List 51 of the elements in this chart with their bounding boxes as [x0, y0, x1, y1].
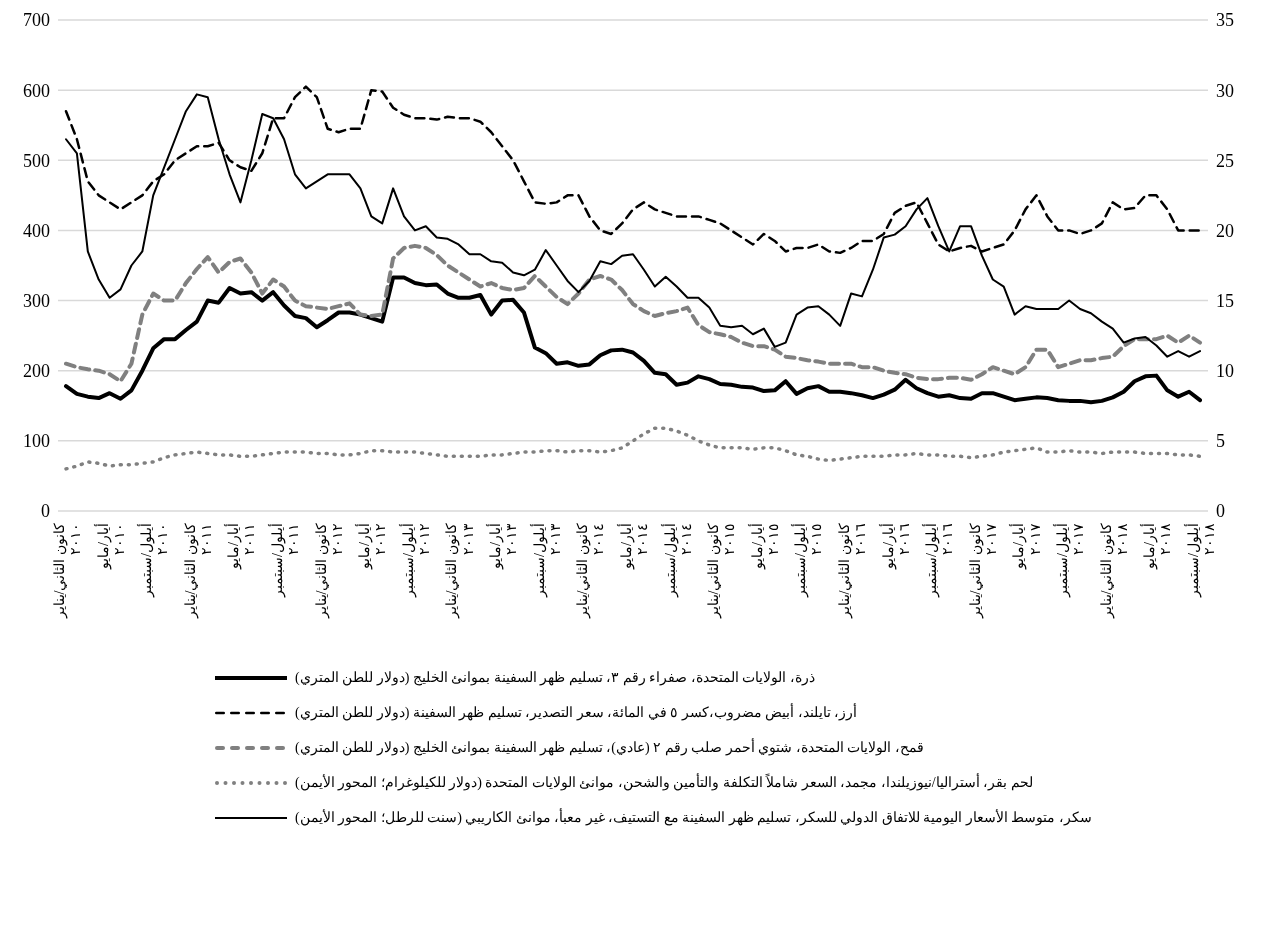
x-tick-label: أيار/مايو ٢٠١٣ — [485, 523, 520, 570]
y2-tick-label: 10 — [1216, 361, 1234, 382]
x-tick-label: كانون الثاني/يناير ٢٠١٥ — [706, 523, 738, 620]
x-tick-label: كانون الثاني/يناير ٢٠١٧ — [967, 523, 999, 620]
legend-label: أرز، تايلند، أبيض مضروب،كسر ٥ في المائة، سعر التصدير، تسليم ظهر السفينة (دولار للطن المتري) — [295, 704, 858, 721]
line-series — [64, 243, 1202, 384]
x-tick-label: أيلول/سبتمبر ٢٠١٤ — [659, 523, 694, 598]
y-tick-label: 500 — [23, 150, 50, 171]
x-tick-label: أيلول/سبتمبر ٢٠١٦ — [921, 523, 956, 598]
x-tick-label: أيلول/سبتمبر ٢٠١١ — [266, 523, 302, 598]
y-tick-label: 400 — [23, 220, 50, 241]
y-tick-label: 100 — [23, 431, 50, 452]
legend-label: ذرة، الولايات المتحدة، صفراء رقم ٣، تسليم ظهر السفينة بموانئ الخليج (دولار للطن المتري) — [295, 669, 815, 686]
y2-tick-label: 0 — [1216, 501, 1225, 522]
x-tick-label: كانون الثاني/يناير ٢٠١٤ — [575, 523, 607, 620]
x-tick-label: أيار/مايو ٢٠١٤ — [615, 523, 650, 570]
x-tick-label: أيار/مايو ٢٠١١ — [223, 523, 258, 570]
x-tick-label: أيلول/سبتمبر ٢٠١٢ — [397, 523, 432, 598]
x-tick-label: أيار/مايو ٢٠١٢ — [354, 523, 389, 570]
x-tick-label: أيلول/سبتمبر ٢٠١٧ — [1052, 523, 1087, 598]
x-tick-label: كانون الثاني/يناير ٢٠١٦ — [836, 523, 869, 620]
y2-tick-label: 5 — [1216, 431, 1225, 452]
y-tick-label: 600 — [23, 80, 50, 101]
x-tick-label: كانون الثاني/يناير ٢٠١١ — [182, 523, 214, 620]
legend-label: سكر، متوسط الأسعار اليومية للاتفاق الدولي للسكر، تسليم ظهر السفينة مع التستيف، غير معبأ، موانئ الكاريبي (سنت للرطل؛ المحور الأيمن) — [295, 809, 1092, 826]
y2-tick-label: 25 — [1216, 150, 1234, 171]
x-tick-label: أيار/مايو ٢٠١٥ — [746, 523, 781, 570]
x-tick-label: أيلول/سبتمبر ٢٠١٨ — [1182, 523, 1217, 598]
y-tick-label: 200 — [23, 361, 50, 382]
x-tick-label: كانون الثاني/يناير ٢٠١٨ — [1098, 523, 1130, 620]
legend-label: لحم بقر، أستراليا/نيوزيلندا، مجمد، السعر شاملاً التكلفة والتأمين والشحن، موانئ الولايات المتحدة (دولار للكيلوغرام؛ المحور الأيمن) — [295, 774, 1033, 791]
y-tick-label: 700 — [23, 10, 50, 31]
x-tick-label: أيلول/سبتمبر ٢٠١٣ — [528, 523, 563, 598]
y2-tick-label: 15 — [1216, 290, 1234, 311]
x-tick-label: كانون الثاني/يناير ٢٠١٢ — [313, 523, 345, 620]
y-tick-label: 300 — [23, 290, 50, 311]
x-tick-label: كانون الثاني/يناير ٢٠١٣ — [444, 523, 476, 620]
x-tick-label: أيار/مايو ٢٠١٨ — [1139, 523, 1174, 570]
x-tick-label: أيار/مايو ٢٠١٦ — [877, 523, 912, 570]
line-series — [64, 426, 1202, 471]
y-tick-label: 0 — [41, 501, 50, 522]
y2-tick-label: 35 — [1216, 10, 1234, 31]
x-tick-label: كانون الثاني/يناير ٢٠١٠ — [51, 523, 83, 620]
x-tick-label: أيار/مايو ٢٠١٠ — [92, 523, 127, 570]
legend-label: قمح، الولايات المتحدة، شتوي أحمر صلب رقم ٢ (عادي)، تسليم ظهر السفينة بموانئ الخليج (دولار للطن المتري) — [295, 739, 924, 756]
x-tick-label: أيلول/سبتمبر ٢٠١٠ — [136, 523, 171, 598]
line-series — [64, 275, 1202, 405]
x-tick-label: أيار/مايو ٢٠١٧ — [1008, 523, 1043, 570]
x-tick-label: أيلول/سبتمبر ٢٠١٥ — [790, 523, 825, 598]
y2-tick-label: 30 — [1216, 80, 1234, 101]
y2-tick-label: 20 — [1216, 220, 1234, 241]
